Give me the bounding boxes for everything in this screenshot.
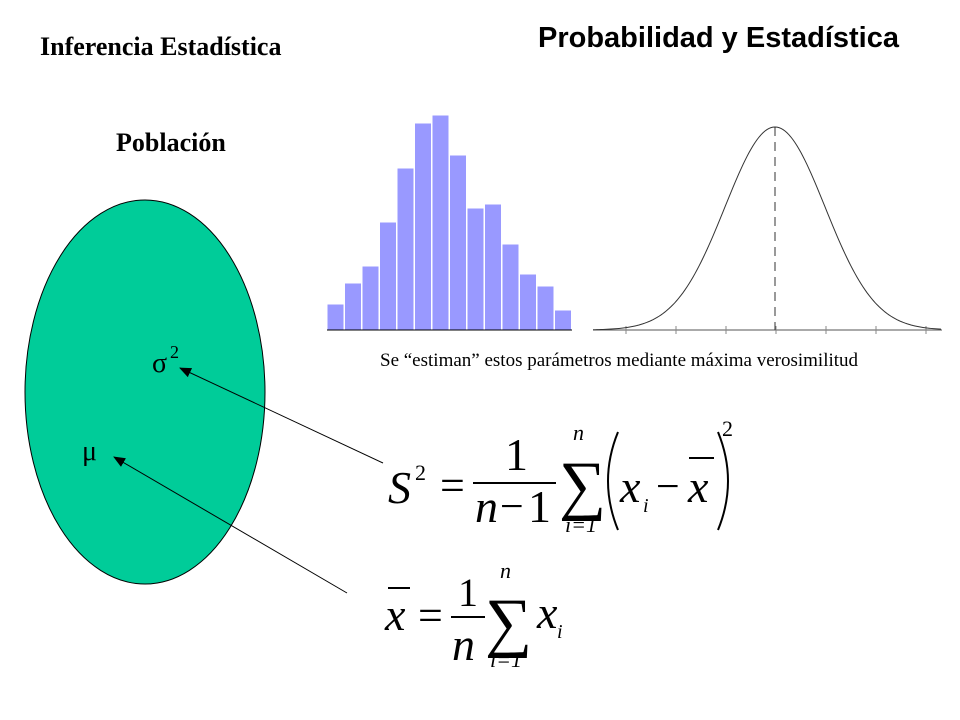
formula-variance-equals: = xyxy=(440,461,465,510)
variance-symbol: σ xyxy=(152,348,167,379)
histogram-bar xyxy=(431,114,450,331)
histogram-bar xyxy=(536,285,555,331)
formula-variance-sub-i: i xyxy=(643,495,649,517)
histogram-bar xyxy=(344,282,362,331)
formula-variance-sum-top: n xyxy=(573,420,584,445)
histogram-bar xyxy=(466,207,485,331)
formula-variance-sum-bottom: i=1 xyxy=(565,512,597,537)
histogram-bar xyxy=(554,309,572,331)
formula-variance-sum-sign: ∑ xyxy=(559,449,606,522)
formula-variance-lhs: S xyxy=(388,462,411,513)
formula-mean-sub-i: i xyxy=(557,621,563,643)
arrow-to-mean xyxy=(113,456,348,594)
formula-mean-denominator: n xyxy=(452,619,475,670)
histogram-bar xyxy=(396,167,415,331)
formula-mean-sum-top: n xyxy=(500,558,511,583)
normal-curve-plot xyxy=(592,126,942,334)
formula-variance-lhs-exp: 2 xyxy=(415,460,426,485)
formula-variance-den-n: n xyxy=(475,481,498,532)
histogram-bar xyxy=(484,203,502,331)
histogram-bar xyxy=(326,303,345,331)
variance-exponent: 2 xyxy=(170,342,179,362)
arrow-to-variance xyxy=(179,367,384,464)
formula-variance-right-paren xyxy=(717,431,729,531)
histogram xyxy=(326,114,572,331)
formula-variance: S 2 = 1 n − 1 n ∑ i=1 x i − x 2 xyxy=(388,416,733,537)
estimation-note: Se “estiman” estos parámetros mediante m… xyxy=(380,350,859,371)
formula-mean: x = 1 n n ∑ i=1 x i xyxy=(384,558,563,672)
formula-mean-numerator: 1 xyxy=(458,570,478,615)
formula-variance-xbar: x xyxy=(687,461,709,512)
histogram-bar xyxy=(361,265,380,331)
formula-variance-x: x xyxy=(619,461,641,512)
formula-mean-sum-sign: ∑ xyxy=(485,586,532,659)
formula-mean-equals: = xyxy=(418,591,443,640)
histogram-bar xyxy=(449,154,467,331)
formula-mean-x: x xyxy=(536,587,558,638)
histogram-bar xyxy=(501,243,520,331)
mean-symbol: μ xyxy=(82,436,97,467)
topic-title: Inferencia Estadística xyxy=(40,32,282,61)
formula-mean-lhs: x xyxy=(384,589,406,640)
formula-variance-minus: − xyxy=(656,464,680,510)
formula-variance-den-minus: − xyxy=(500,484,524,530)
normal-curve xyxy=(592,126,942,331)
formula-variance-numerator: 1 xyxy=(505,429,528,480)
histogram-bar xyxy=(379,221,397,331)
formula-variance-left-paren xyxy=(607,431,619,531)
formula-variance-den-one: 1 xyxy=(528,481,551,532)
course-title: Probabilidad y Estadística xyxy=(538,22,899,54)
population-label: Población xyxy=(116,128,226,157)
population-ellipse xyxy=(24,199,266,585)
formula-mean-sum-bottom: i=1 xyxy=(490,647,522,672)
formula-variance-exponent: 2 xyxy=(722,416,733,441)
histogram-bar xyxy=(519,273,537,331)
histogram-bar xyxy=(414,122,432,331)
